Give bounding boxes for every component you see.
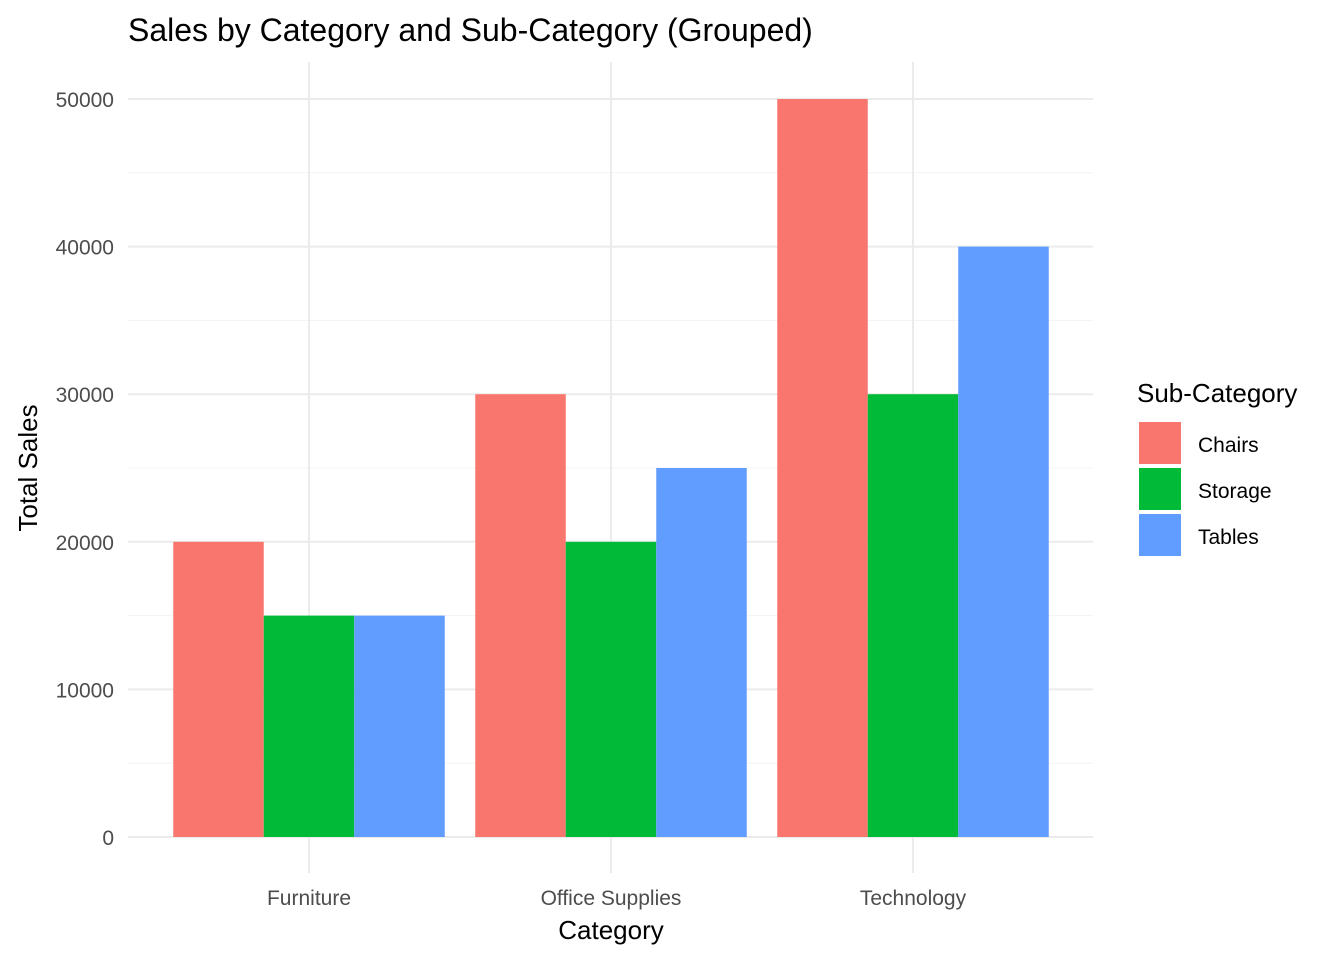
legend-key-chairs <box>1139 422 1181 464</box>
bar-storage-furniture <box>263 615 355 837</box>
legend-label-storage: Storage <box>1198 480 1272 503</box>
legend-items: Chairs Storage Tables <box>1139 422 1272 556</box>
bar-tables-office-supplies <box>656 468 747 837</box>
legend-key-storage <box>1139 468 1181 510</box>
x-axis-ticks: Furniture Office Supplies Technology <box>267 887 967 910</box>
bar-tables-technology <box>958 246 1049 838</box>
bar-tables-furniture <box>354 615 445 837</box>
y-tick-label: 0 <box>102 827 114 850</box>
y-tick-label: 40000 <box>56 237 114 260</box>
bar-storage-technology <box>867 394 959 837</box>
legend-title: Sub-Category <box>1137 378 1297 408</box>
bar-storage-office-supplies <box>565 541 657 837</box>
bars <box>173 99 1049 838</box>
x-tick-label: Office Supplies <box>541 887 682 910</box>
y-tick-label: 50000 <box>56 89 114 112</box>
legend-label-tables: Tables <box>1198 526 1259 549</box>
y-axis-title: Total Sales <box>13 404 43 531</box>
y-tick-label: 10000 <box>56 679 114 702</box>
legend: Sub-Category Chairs Storage Tables <box>1137 378 1297 556</box>
chart-title: Sales by Category and Sub-Category (Grou… <box>128 12 813 48</box>
x-tick-label: Technology <box>860 887 967 910</box>
legend-key-tables <box>1139 514 1181 556</box>
bar-chairs-office-supplies <box>475 394 566 837</box>
y-tick-label: 20000 <box>56 532 114 555</box>
y-tick-label: 30000 <box>56 384 114 407</box>
x-tick-label: Furniture <box>267 887 351 910</box>
legend-label-chairs: Chairs <box>1198 434 1259 457</box>
x-axis-title: Category <box>558 915 664 945</box>
bar-chairs-technology <box>777 99 868 837</box>
bar-chairs-furniture <box>173 541 264 837</box>
y-axis-ticks: 0 10000 20000 30000 40000 50000 <box>56 89 114 850</box>
